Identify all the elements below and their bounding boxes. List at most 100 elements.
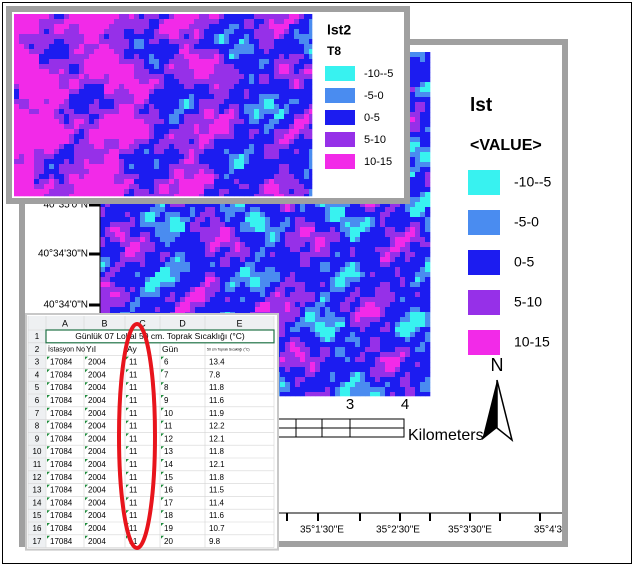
raster-cell	[345, 347, 350, 352]
raster-cell	[350, 257, 355, 262]
raster-cell	[249, 29, 254, 34]
raster-cell	[250, 217, 255, 222]
raster-cell	[150, 302, 155, 307]
raster-cell	[184, 19, 189, 24]
raster-cell	[290, 252, 295, 257]
raster-cell	[265, 232, 270, 237]
raster-cell	[310, 347, 315, 352]
raster-cell	[259, 19, 264, 24]
raster-cell	[105, 272, 110, 277]
raster-cell	[105, 232, 110, 237]
raster-cell	[224, 34, 229, 39]
raster-cell	[280, 212, 285, 217]
raster-cell	[335, 222, 340, 227]
raster-cell	[340, 322, 345, 327]
raster-cell	[244, 14, 249, 19]
raster-cell	[300, 367, 305, 372]
raster-cell	[160, 217, 165, 222]
raster-cell	[415, 277, 420, 282]
raster-cell	[240, 257, 245, 262]
raster-cell	[315, 247, 320, 252]
raster-cell	[285, 392, 290, 396]
raster-cell	[175, 227, 180, 232]
raster-cell	[34, 34, 39, 39]
raster-cell	[335, 302, 340, 307]
raster-cell	[280, 262, 285, 267]
raster-cell	[365, 242, 370, 247]
raster-cell	[34, 14, 39, 19]
raster-cell	[415, 127, 420, 132]
raster-cell	[355, 212, 360, 217]
raster-cell	[360, 322, 365, 327]
raster-cell	[345, 367, 350, 372]
raster-cell	[425, 102, 430, 107]
raster-cell	[420, 67, 425, 72]
raster-cell	[260, 217, 265, 222]
raster-cell	[305, 332, 310, 337]
raster-cell	[204, 29, 209, 34]
raster-cell	[305, 212, 310, 217]
raster-cell	[355, 372, 360, 377]
raster-cell	[425, 112, 430, 117]
raster-cell	[350, 377, 355, 382]
raster-cell	[410, 177, 415, 182]
raster-cell	[160, 307, 165, 312]
legend-label: 10-15	[514, 334, 550, 350]
raster-cell	[380, 272, 385, 277]
raster-cell	[320, 307, 325, 312]
raster-cell	[200, 217, 205, 222]
raster-cell	[405, 227, 410, 232]
raster-cell	[410, 362, 415, 367]
raster-cell	[210, 247, 215, 252]
raster-cell	[425, 117, 430, 122]
raster-cell	[100, 282, 105, 287]
raster-cell	[390, 252, 395, 257]
raster-cell	[110, 247, 115, 252]
raster-cell	[305, 347, 310, 352]
raster-cell	[345, 257, 350, 262]
raster-cell	[180, 222, 185, 227]
raster-cell	[89, 44, 94, 49]
raster-cell	[415, 172, 420, 177]
raster-cell	[135, 212, 140, 217]
raster-cell	[425, 352, 430, 357]
raster-cell	[130, 297, 135, 302]
raster-cell	[385, 262, 390, 267]
raster-cell	[24, 29, 29, 34]
raster-cell	[320, 322, 325, 327]
raster-cell	[194, 29, 199, 34]
raster-cell	[19, 24, 24, 29]
raster-cell	[375, 207, 380, 212]
raster-cell	[350, 212, 355, 217]
raster-cell	[245, 262, 250, 267]
raster-cell	[365, 302, 370, 307]
raster-cell	[345, 332, 350, 337]
raster-cell	[325, 322, 330, 327]
raster-cell	[179, 39, 184, 44]
raster-cell	[410, 252, 415, 257]
raster-cell	[205, 292, 210, 297]
raster-cell	[420, 357, 425, 362]
raster-cell	[299, 24, 304, 29]
raster-cell	[390, 292, 395, 297]
raster-cell	[275, 257, 280, 262]
raster-cell	[44, 44, 49, 49]
raster-cell	[255, 302, 260, 307]
raster-cell	[420, 282, 425, 287]
raster-cell	[305, 257, 310, 262]
raster-cell	[290, 392, 295, 396]
raster-cell	[310, 377, 315, 382]
raster-cell	[125, 267, 130, 272]
raster-cell	[250, 302, 255, 307]
raster-cell	[280, 227, 285, 232]
raster-cell	[420, 307, 425, 312]
raster-cell	[415, 142, 420, 147]
raster-cell	[370, 297, 375, 302]
raster-cell	[114, 39, 119, 44]
raster-cell	[415, 122, 420, 127]
raster-cell	[195, 217, 200, 222]
raster-cell	[325, 362, 330, 367]
raster-cell	[105, 242, 110, 247]
raster-cell	[380, 327, 385, 332]
raster-cell	[109, 29, 114, 34]
